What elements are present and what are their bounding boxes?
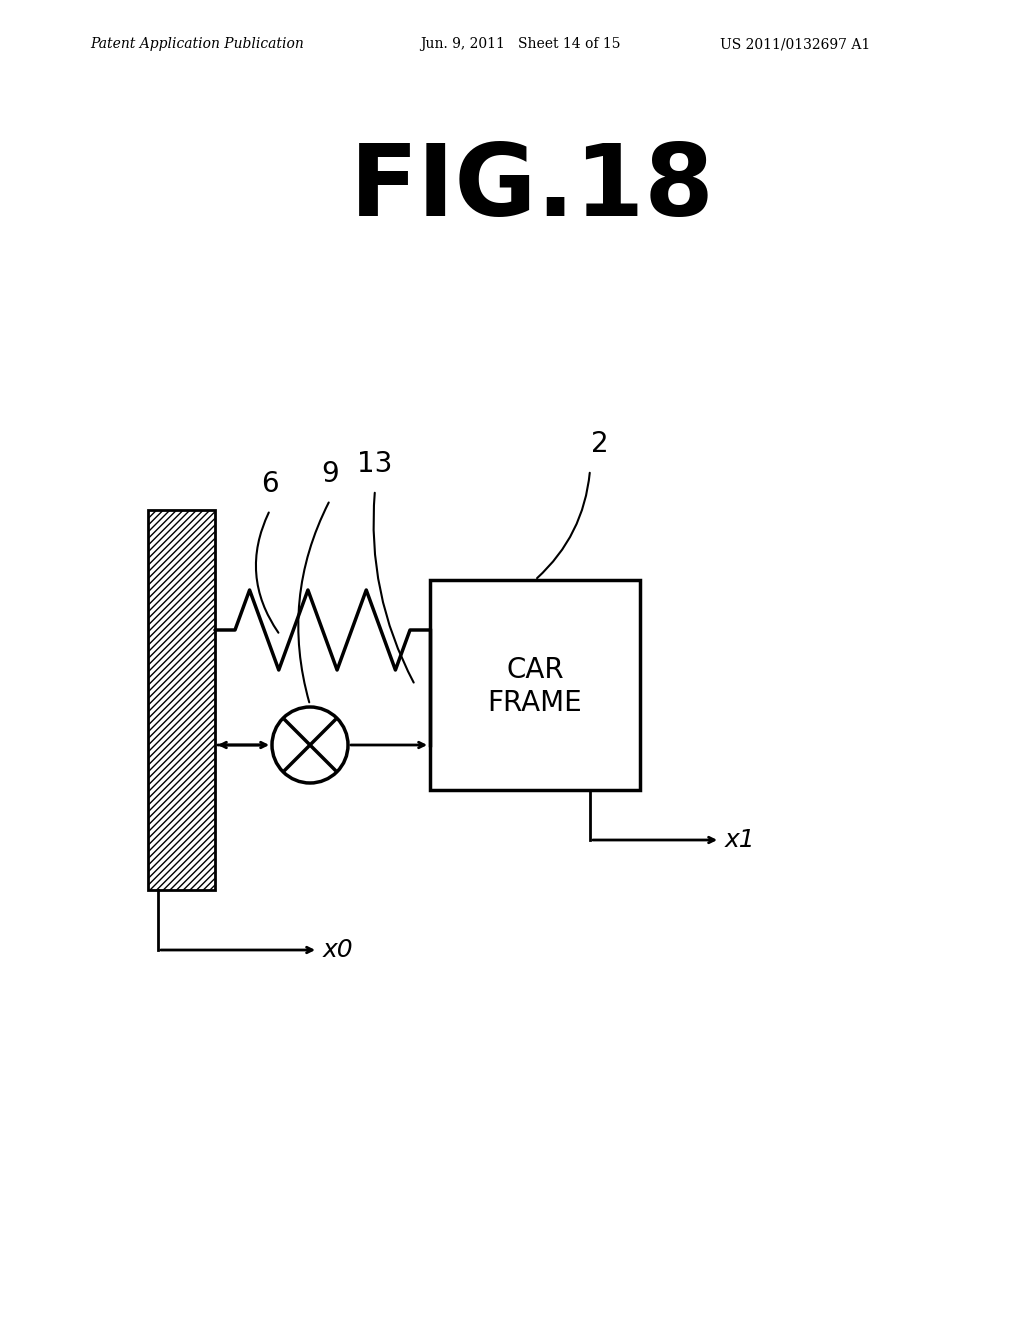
Bar — [430, 579, 640, 789]
Text: Patent Application Publication: Patent Application Publication — [90, 37, 304, 51]
Text: x0: x0 — [323, 939, 353, 962]
Text: 6: 6 — [261, 470, 279, 498]
Text: 9: 9 — [322, 459, 339, 488]
Text: FRAME: FRAME — [487, 689, 583, 717]
Text: FIG.18: FIG.18 — [350, 140, 715, 238]
Text: CAR: CAR — [506, 656, 564, 684]
Circle shape — [272, 708, 348, 783]
Text: US 2011/0132697 A1: US 2011/0132697 A1 — [720, 37, 870, 51]
Text: Jun. 9, 2011   Sheet 14 of 15: Jun. 9, 2011 Sheet 14 of 15 — [420, 37, 621, 51]
Text: x1: x1 — [725, 828, 756, 851]
Text: 13: 13 — [357, 450, 392, 478]
Text: 2: 2 — [591, 430, 609, 458]
Bar — [148, 510, 215, 890]
